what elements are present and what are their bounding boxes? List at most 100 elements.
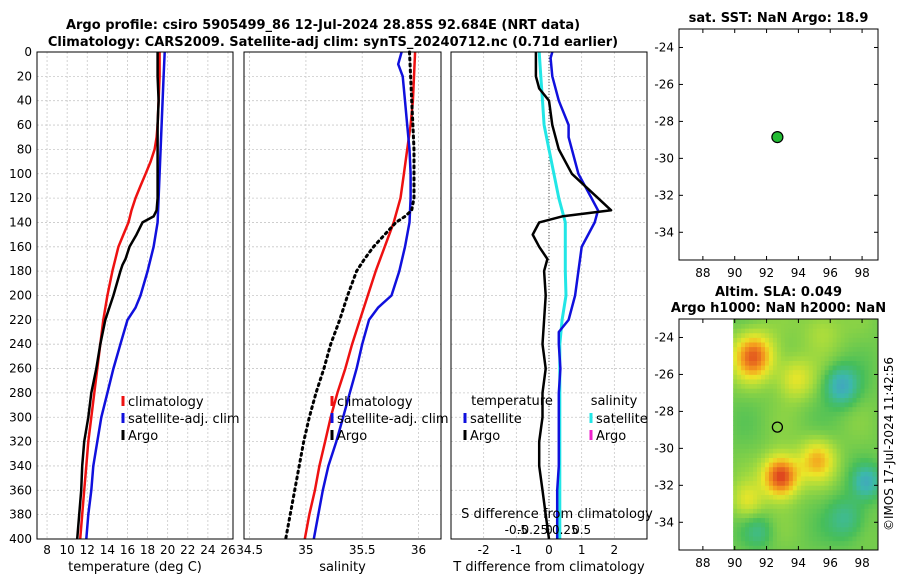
sla-cell — [828, 319, 834, 325]
sla-cell — [832, 513, 838, 519]
sla-cell — [749, 388, 754, 394]
sla-cell — [741, 388, 746, 394]
sla-cell — [757, 462, 762, 468]
sla-cell — [844, 462, 849, 468]
sla-cell — [844, 360, 849, 366]
sla-cell — [868, 522, 873, 528]
sla-cell — [772, 457, 778, 463]
sla-cell — [753, 531, 758, 537]
sla-cell — [772, 388, 778, 394]
sla-cell — [848, 337, 853, 343]
sla-cell — [864, 355, 869, 361]
sla-cell — [816, 503, 822, 509]
sla-cell — [804, 452, 810, 458]
sla-cell — [876, 513, 879, 519]
sla-cell — [844, 397, 849, 403]
sla-cell — [753, 332, 758, 338]
sla-cell — [788, 439, 794, 445]
sla-cell — [784, 513, 790, 519]
sla-cell — [856, 485, 861, 491]
sla-cell — [733, 383, 738, 389]
sla-cell — [737, 332, 742, 338]
sla-cell — [780, 346, 786, 352]
sla-cell — [776, 545, 782, 551]
sla-cell — [737, 369, 742, 375]
sla-cell — [864, 494, 869, 500]
sla-cell — [784, 346, 790, 352]
sla-cell — [764, 379, 770, 385]
y-tick-label: 140 — [9, 215, 32, 229]
sla-cell — [753, 355, 758, 361]
sla-cell — [745, 402, 750, 408]
sla-cell — [812, 351, 818, 357]
sla-cell — [788, 388, 794, 394]
sla-cell — [749, 397, 754, 403]
sla-cell — [860, 346, 865, 352]
sla-cell — [745, 416, 750, 422]
sla-cell — [737, 337, 742, 343]
sla-cell — [788, 379, 794, 385]
sla-cell — [836, 328, 841, 334]
sla-cell — [757, 480, 762, 486]
argo-position-marker — [771, 421, 784, 433]
sla-cell — [804, 337, 810, 343]
sla-cell — [816, 392, 822, 398]
sla-cell — [768, 452, 774, 458]
sla-cell — [832, 522, 838, 528]
sla-cell — [832, 429, 838, 435]
sla-cell — [816, 332, 822, 338]
sla-cell — [741, 480, 746, 486]
sla-cell — [804, 397, 810, 403]
sla-cell — [764, 457, 770, 463]
sla-cell — [808, 319, 814, 325]
sla-cell — [788, 369, 794, 375]
sla-cell — [856, 452, 861, 458]
sla-cell — [760, 332, 766, 338]
sla-cell — [812, 471, 818, 477]
sla-cell — [737, 346, 742, 352]
sla-cell — [804, 346, 810, 352]
sla-cell — [757, 337, 762, 343]
y-tick-label: 180 — [9, 264, 32, 278]
sla-cell — [757, 545, 762, 551]
sla-cell — [820, 540, 826, 546]
sla-cell — [749, 489, 754, 495]
sla-cell — [772, 448, 778, 454]
sla-cell — [872, 420, 877, 426]
sla-cell — [860, 448, 865, 454]
sla-cell — [808, 379, 814, 385]
sla-cell — [864, 332, 869, 338]
x-tick-label: 94 — [791, 266, 806, 280]
sla-cell — [824, 462, 830, 468]
sla-cell — [800, 485, 806, 491]
sla-cell — [840, 503, 845, 509]
sla-cell — [745, 369, 750, 375]
sla-cell — [733, 429, 738, 435]
sla-cell — [760, 365, 766, 371]
sla-cell — [753, 416, 758, 422]
sla-cell — [824, 355, 830, 361]
plot-border — [678, 28, 879, 261]
sla-cell — [764, 420, 770, 426]
sla-cell — [828, 448, 834, 454]
sla-cell — [836, 323, 841, 329]
sla-cell — [749, 462, 754, 468]
sla-cell — [812, 323, 818, 329]
sla-cell — [828, 425, 834, 431]
sla-cell — [760, 392, 766, 398]
sla-cell — [757, 411, 762, 417]
sla-cell — [800, 365, 806, 371]
sla-cell — [800, 503, 806, 509]
sla-cell — [836, 374, 841, 380]
sla-cell — [768, 332, 774, 338]
sla-cell — [816, 360, 822, 366]
sla-cell — [772, 471, 778, 477]
legend-label: Argo — [470, 429, 500, 444]
sla-cell — [788, 457, 794, 463]
sla-cell — [816, 429, 822, 435]
sla-cell — [812, 485, 818, 491]
sla-cell — [757, 346, 762, 352]
sla-cell — [800, 406, 806, 412]
sla-cell — [832, 328, 838, 334]
sla-cell — [796, 434, 802, 440]
